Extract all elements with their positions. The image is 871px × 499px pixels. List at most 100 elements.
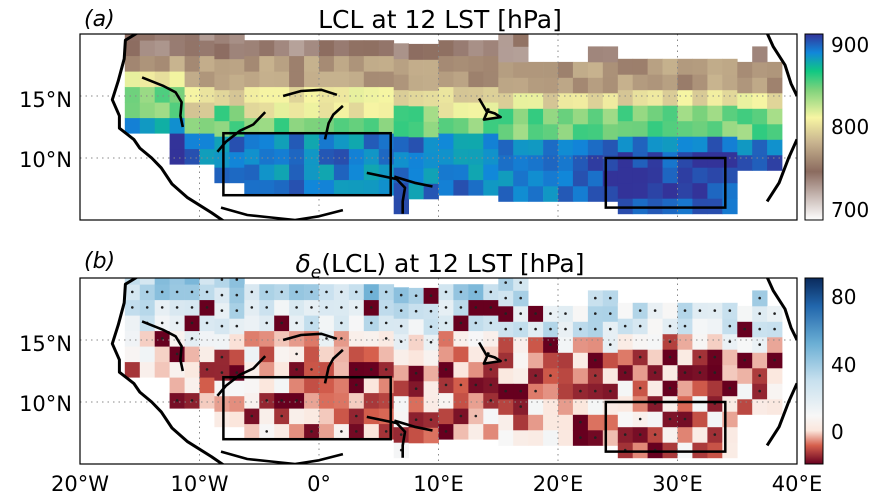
region-box-1 xyxy=(222,375,392,441)
stipple-dot-159 xyxy=(384,430,388,433)
delta-cell-150 xyxy=(363,408,380,425)
stipple-dot-179 xyxy=(399,293,403,297)
delta-cell-283 xyxy=(558,383,574,400)
lcl-cell-181 xyxy=(408,167,424,184)
stipple-dot-239 xyxy=(489,290,493,294)
stipple-dot-261 xyxy=(519,281,522,284)
lcl-cell-77 xyxy=(244,55,260,72)
lcl-cell-363 xyxy=(677,120,693,137)
lcl-cell-383 xyxy=(707,120,723,137)
delta-cell-133 xyxy=(333,361,350,378)
lcl-cell-13 xyxy=(139,40,156,57)
stipple-dot-407 xyxy=(758,374,761,377)
lcl-cell-284 xyxy=(558,123,574,140)
lcl-cell-271 xyxy=(543,185,559,202)
delta-cell-131 xyxy=(333,392,350,409)
lcl-cell-289 xyxy=(572,185,589,202)
lcl-cell-92 xyxy=(274,133,290,150)
stipple-dot-58 xyxy=(220,278,224,281)
delta-cell-286 xyxy=(558,336,574,353)
stipple-dot-158 xyxy=(370,290,373,294)
lcl-cell-128 xyxy=(319,40,335,57)
lcl-cell-247 xyxy=(498,77,514,94)
delta-cell-241 xyxy=(498,414,514,431)
lcl-cell-291 xyxy=(572,154,589,171)
stipple-dot-148 xyxy=(355,290,358,294)
delta-cell-76 xyxy=(244,315,260,332)
delta-cell-244 xyxy=(498,367,514,384)
stipple-dot-233 xyxy=(489,383,493,387)
stipple-dot-116 xyxy=(310,321,313,325)
stipple-dot-354 xyxy=(668,355,672,359)
lcl-cell-221 xyxy=(468,164,484,181)
lcl-cell-343 xyxy=(647,120,663,137)
delta-cell-126 xyxy=(319,315,335,332)
lcl-cell-256 xyxy=(513,108,529,125)
lcl-cell-237 xyxy=(483,71,499,88)
delta-cell-344 xyxy=(647,349,663,366)
lcl-cell-70 xyxy=(244,164,260,181)
stipple-dot-213 xyxy=(459,383,463,387)
delta-cell-155 xyxy=(363,330,380,347)
stipple-dot-90 xyxy=(280,414,284,418)
delta-cell-112 xyxy=(304,377,320,394)
stipple-dot-18 xyxy=(160,321,164,325)
lcl-cell-415 xyxy=(767,123,783,140)
panel-a-cells xyxy=(124,34,783,215)
lcl-cell-32 xyxy=(184,133,200,150)
lcl-cell-12 xyxy=(139,55,156,72)
delta-cell-304 xyxy=(587,336,604,353)
stipple-dot-67 xyxy=(235,293,239,297)
lcl-cell-113 xyxy=(304,117,320,134)
delta-cell-130 xyxy=(333,408,350,425)
lcl-cell-74 xyxy=(244,102,260,119)
stipple-dot-125 xyxy=(325,337,328,340)
delta-cell-250 xyxy=(498,278,514,291)
lcl-cell-14 xyxy=(139,34,156,41)
panel-b-title-rest: (LCL) at 12 LST [hPa] xyxy=(321,249,584,278)
lcl-cell-350 xyxy=(662,167,678,184)
panel-a-cb-tick-900: 900 xyxy=(831,33,869,57)
stipple-dot-337 xyxy=(638,309,642,312)
region-box-2 xyxy=(604,156,727,209)
lcl-cell-325 xyxy=(617,89,634,106)
lcl-cell-69 xyxy=(244,179,260,196)
lcl-cell-99 xyxy=(289,179,305,196)
lcl-cell-386 xyxy=(707,74,723,91)
lcl-cell-186 xyxy=(408,90,424,107)
panel-b-ytick-15N: 15°N xyxy=(19,332,72,356)
lcl-cell-395 xyxy=(722,89,738,106)
delta-cell-348 xyxy=(662,442,678,459)
stipple-dot-47 xyxy=(205,290,209,294)
delta-cell-173 xyxy=(393,380,409,397)
stipple-dot-70 xyxy=(250,414,254,418)
panel-b-cb-tick-0: 0 xyxy=(831,420,844,444)
lcl-cell-78 xyxy=(244,40,260,57)
lcl-cell-166 xyxy=(378,71,395,88)
coast-line-6 xyxy=(393,175,433,188)
lcl-cell-373 xyxy=(692,120,708,137)
delta-cell-41 xyxy=(199,377,215,394)
stipple-dot-27 xyxy=(175,321,179,325)
lcl-cell-87 xyxy=(259,55,275,72)
stipple-dot-403 xyxy=(743,327,746,331)
lcl-cell-314 xyxy=(602,92,619,109)
panel-b-cb-tick-40: 40 xyxy=(831,353,856,377)
delta-cell-74 xyxy=(244,346,260,363)
delta-cell-414 xyxy=(767,383,783,400)
lcl-cell-3 xyxy=(124,86,141,103)
lcl-cell-53 xyxy=(214,105,230,122)
lcl-cell-353 xyxy=(662,120,678,137)
stipple-dot-287 xyxy=(564,327,567,331)
lcl-cell-167 xyxy=(378,55,395,72)
delta-cell-119 xyxy=(319,423,335,440)
lcl-cell-338 xyxy=(647,198,663,215)
delta-cell-61 xyxy=(229,380,245,397)
delta-cell-405 xyxy=(752,398,768,415)
lcl-cell-282 xyxy=(558,154,574,171)
lcl-cell-143 xyxy=(348,117,365,134)
lcl-cell-347 xyxy=(647,58,663,75)
stipple-dot-379 xyxy=(713,433,717,436)
delta-cell-193 xyxy=(423,380,439,397)
stipple-dot-189 xyxy=(414,294,418,298)
